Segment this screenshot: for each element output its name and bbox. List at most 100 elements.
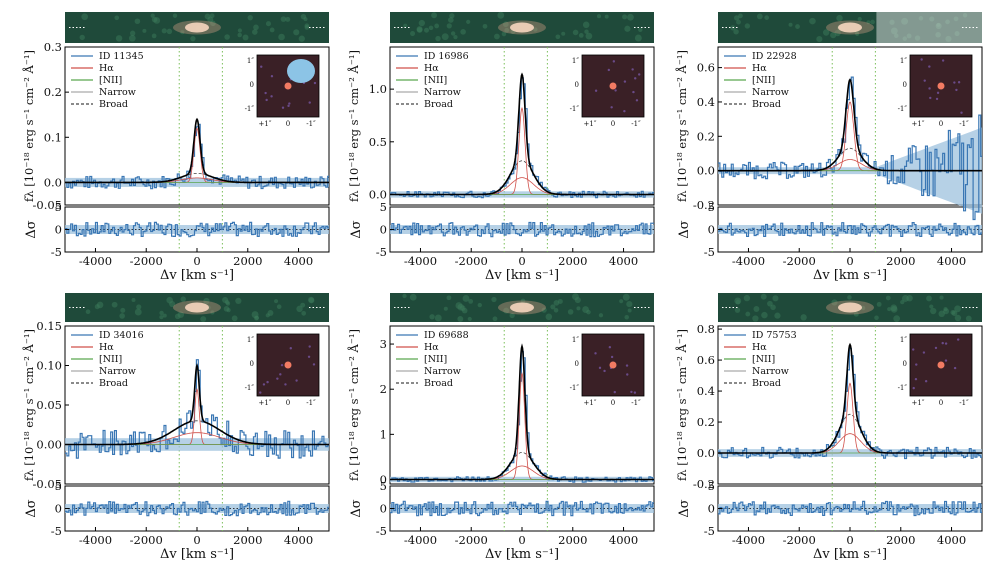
ytick-label: 0.0 [697,164,715,178]
ytick-label: 2 [380,382,387,396]
strip-noise [520,298,526,304]
main-axes [717,325,983,485]
inset-noise [956,338,960,341]
strip-noise [502,21,509,28]
ytick-label: 0.1 [44,130,62,144]
strip-noise [300,13,307,20]
strip-noise [443,306,448,311]
strip-noise [576,306,581,311]
legend-label: [NII] [424,75,447,86]
strip-noise [237,32,242,38]
strip-noise [293,29,300,36]
strip-noise [460,29,466,35]
strip-noise [151,33,157,39]
x-axis-label: Δv [km s⁻¹] [813,268,887,283]
inset-noise [941,341,944,345]
strip-noise [142,28,147,33]
legend-label: [NII] [752,75,775,86]
strip-noise [876,301,882,307]
legend-label: ID 11345 [99,51,144,62]
strip-halo [498,20,546,35]
inset-xtick: -1″ [306,399,316,407]
ytick-label: 0.4 [697,95,715,109]
residual-spectrum [390,221,654,238]
inset-noise [936,91,940,95]
strip-noise [847,295,852,300]
x-axis-label: Δv [km s⁻¹] [485,547,559,562]
strip-noise [242,34,249,41]
inset-noise [632,90,635,94]
strip-noise [572,29,579,36]
xtick-label: 0 [846,254,853,268]
strip-noise [761,311,768,319]
legend-label: Hα [99,63,114,74]
strip-noise [172,13,178,18]
y-axis-label: fλ [10⁻¹⁸ erg s⁻¹ cm⁻² Å⁻¹] [22,329,36,481]
strip-noise [280,16,287,22]
inset-noise [941,59,945,62]
inset-noise [262,383,266,386]
strip-noise [162,313,167,318]
legend-label: Hα [99,342,114,353]
ytick-label: 0.2 [697,129,715,143]
legend-label: [NII] [99,75,122,86]
inset-noise [266,380,269,384]
strip-noise [285,16,291,22]
strip-noise [800,314,807,321]
legend-label: Broad [424,378,453,389]
strip-source [510,22,534,33]
inset-noise [957,81,961,84]
legend-label: Hα [752,342,767,353]
strip-noise [626,300,633,308]
inset-noise [953,81,956,84]
strip-noise [893,315,901,322]
strip-noise [81,13,89,21]
strip-noise [772,295,779,302]
resid-tick-label: -5 [376,524,387,538]
inset-noise [944,359,948,362]
resid-tick-label: 5 [708,479,715,493]
inset-ytick: 1″ [900,57,907,65]
xtick-label: -2000 [130,533,163,547]
strip-noise [553,307,559,313]
strip-noise [237,28,242,33]
inset-noise [920,58,923,61]
legend-label: Narrow [99,87,136,98]
halpha-component [65,127,329,183]
inset-noise [598,366,602,370]
strip-noise [555,34,561,40]
strip-source [838,302,862,313]
residual-band [65,504,329,513]
ytick-label: 0 [380,472,387,486]
inset-xtick: -1″ [959,120,969,128]
strip-noise [267,310,274,316]
inset-noise [288,102,291,105]
inset-source [284,82,292,90]
data-spectrum [65,359,329,459]
strip-noise [733,15,740,21]
strip-noise [764,15,770,20]
strip-noise [180,30,185,35]
inset-noise [915,363,918,366]
strip-halo [173,300,221,315]
strip-noise [403,23,408,28]
inset-noise [295,379,298,382]
inset-xtick: +1″ [584,120,597,128]
strip-noise [96,301,104,309]
inset-ytick: 1″ [247,57,254,65]
inset-ytick: 1″ [572,57,579,65]
inset-noise [912,348,915,351]
inset-noise [623,109,626,113]
strip-noise [497,11,505,19]
strip-noise [622,293,630,301]
inset-ytick: -1″ [898,384,908,392]
strip-noise [567,309,574,315]
strip-noise [743,294,751,302]
strip-noise [951,310,958,317]
resid-tick-label: 5 [55,200,62,214]
inset-ytick: -1″ [570,384,580,392]
inset-source [937,361,945,369]
inset-xtick: +1″ [259,399,272,407]
ytick-label: 0.0 [697,446,715,460]
strip-noise [134,18,141,25]
